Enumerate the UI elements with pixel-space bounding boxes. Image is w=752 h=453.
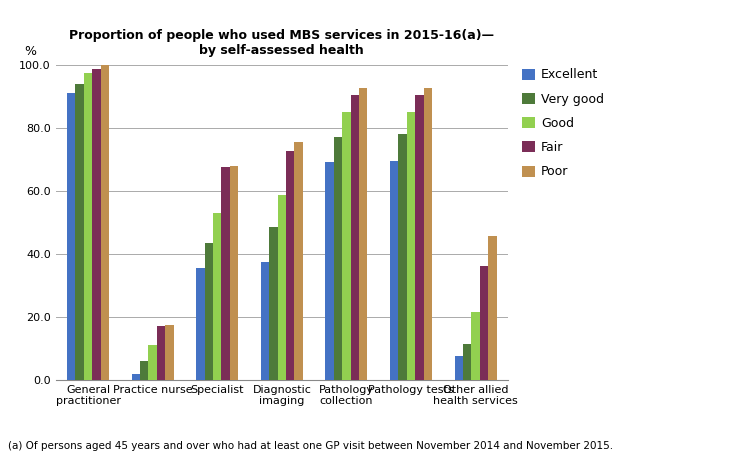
Bar (140, 361, 148, 380)
Bar (221, 167, 230, 380)
Bar (92, 69, 101, 380)
Bar (84, 72, 92, 380)
Bar (269, 227, 277, 380)
Bar (488, 236, 496, 380)
Bar (230, 165, 238, 380)
Bar (196, 268, 205, 380)
Bar (472, 312, 480, 380)
Bar (261, 262, 269, 380)
Bar (101, 65, 109, 380)
Bar (399, 134, 407, 380)
Bar (67, 93, 75, 380)
Bar (480, 266, 488, 380)
Bar (423, 88, 432, 380)
Bar (286, 151, 294, 380)
Bar (359, 88, 368, 380)
Bar (463, 343, 472, 380)
Text: %: % (24, 45, 36, 58)
Bar (277, 196, 286, 380)
Bar (75, 84, 84, 380)
Text: (a) Of persons aged 45 years and over who had at least one GP visit between Nove: (a) Of persons aged 45 years and over wh… (8, 441, 613, 451)
Bar (213, 213, 221, 380)
Bar (294, 142, 303, 380)
Bar (326, 162, 334, 380)
Bar (165, 325, 174, 380)
Bar (157, 326, 165, 380)
Bar (390, 161, 399, 380)
Bar (132, 374, 140, 380)
Bar (407, 112, 415, 380)
Bar (334, 137, 342, 380)
Bar (148, 345, 157, 380)
Bar (454, 356, 463, 380)
Bar (350, 95, 359, 380)
Legend: Excellent, Very good, Good, Fair, Poor: Excellent, Very good, Good, Fair, Poor (519, 65, 608, 182)
Title: Proportion of people who used MBS services in 2015-16(a)—
by self-assessed healt: Proportion of people who used MBS servic… (69, 29, 494, 57)
Bar (342, 112, 350, 380)
Bar (205, 243, 213, 380)
Bar (415, 95, 423, 380)
